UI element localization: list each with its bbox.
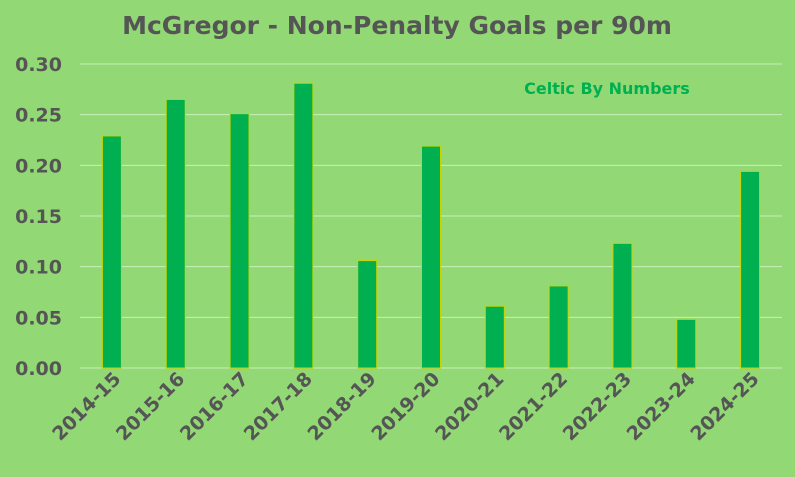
- x-tick-label: 2022-23: [559, 368, 636, 445]
- chart-annotation: Celtic By Numbers: [524, 79, 690, 98]
- chart-title: McGregor - Non-Penalty Goals per 90m: [122, 11, 672, 40]
- y-tick-label: 0.25: [15, 105, 62, 127]
- x-tick-label: 2019-20: [367, 368, 444, 445]
- bar-2020-21: [484, 305, 505, 369]
- bar-2016-17: [229, 113, 250, 369]
- x-tick-label: 2016-17: [176, 368, 253, 445]
- x-tick-label: 2015-16: [112, 368, 189, 445]
- y-tick-label: 0.05: [15, 307, 62, 329]
- x-tick-label: 2021-22: [495, 368, 572, 445]
- x-tick-label: 2023-24: [623, 368, 700, 445]
- bar-2022-23: [612, 242, 633, 369]
- y-tick-label: 0.10: [15, 257, 62, 279]
- bar-2019-20: [421, 145, 441, 369]
- bar-2015-16: [165, 98, 186, 369]
- bar-2021-22: [548, 285, 569, 369]
- x-tick-label: 2018-19: [303, 368, 380, 445]
- y-tick-label: 0.20: [15, 155, 62, 177]
- x-tick-label: 2017-18: [240, 368, 317, 445]
- bar-2017-18: [293, 82, 314, 369]
- y-tick-label: 0.00: [15, 358, 62, 380]
- y-tick-label: 0.15: [15, 206, 62, 228]
- bar-2023-24: [676, 318, 697, 369]
- x-tick-label: 2024-25: [686, 368, 763, 445]
- bar-2014-15: [101, 135, 122, 369]
- y-tick-label: 0.30: [15, 54, 62, 76]
- y-axis-ticks: 0.00 0.05 0.10 0.15 0.20 0.25 0.30: [15, 54, 62, 380]
- bar-2024-25: [740, 170, 761, 369]
- x-tick-label: 2020-21: [431, 368, 508, 445]
- bars: [101, 82, 761, 369]
- bar-2018-19: [357, 260, 378, 369]
- x-axis-ticks: 2014-152015-162016-172017-182018-192019-…: [48, 368, 763, 445]
